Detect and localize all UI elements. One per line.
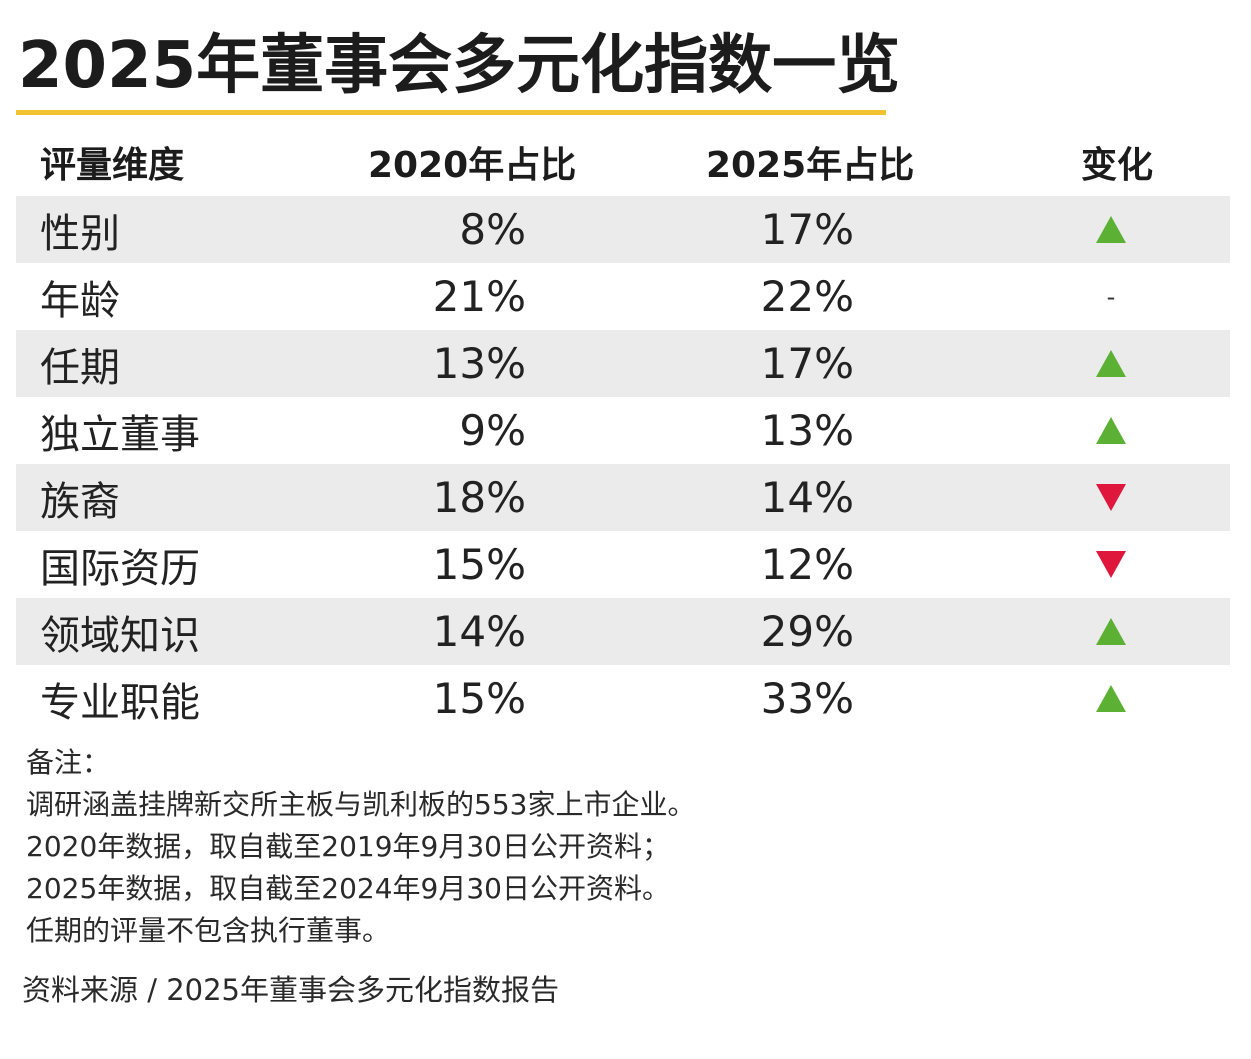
row-value-2025: 17%	[760, 339, 854, 388]
diversity-table: 评量维度 2020年占比 2025年占比 变化 性别 8% 17% 年龄 21% 22% -…	[16, 128, 1230, 732]
header-2025: 2025年占比	[706, 145, 915, 186]
row-value-2020: 14%	[432, 607, 526, 656]
table-row: 年龄 21% 22% -	[16, 263, 1230, 330]
row-change	[1056, 330, 1166, 397]
row-value-2020: 9%	[459, 406, 526, 455]
row-value-2020: 18%	[432, 473, 526, 522]
row-value-2025: 13%	[760, 406, 854, 455]
notes-label: 备注：	[26, 746, 111, 779]
row-value-2020: 8%	[459, 205, 526, 254]
row-dimension: 专业职能	[40, 679, 200, 726]
row-value-2025: 17%	[760, 205, 854, 254]
row-value-2020: 13%	[432, 339, 526, 388]
row-value-2025: 29%	[760, 607, 854, 656]
row-change: -	[1056, 263, 1166, 330]
note-line: 调研涵盖挂牌新交所主板与凯利板的553家上市企业。	[26, 788, 696, 821]
triangle-down-icon	[1096, 551, 1126, 578]
table-row: 族裔 18% 14%	[16, 464, 1230, 531]
row-value-2020: 15%	[432, 674, 526, 723]
header-2020: 2020年占比	[368, 145, 577, 186]
row-value-2025: 12%	[760, 540, 854, 589]
triangle-down-icon	[1096, 484, 1126, 511]
triangle-up-icon	[1096, 685, 1126, 712]
notes: 备注： 调研涵盖挂牌新交所主板与凯利板的553家上市企业。 2020年数据，取自…	[26, 742, 695, 952]
header-change: 变化	[1080, 145, 1153, 186]
row-value-2020: 21%	[432, 272, 526, 321]
row-value-2020: 15%	[432, 540, 526, 589]
row-value-2025: 14%	[760, 473, 854, 522]
row-dimension: 任期	[40, 344, 120, 391]
header-dimension: 评量维度	[40, 145, 185, 186]
row-dimension: 性别	[40, 210, 120, 257]
row-value-2025: 22%	[760, 272, 854, 321]
row-dimension: 独立董事	[40, 411, 200, 458]
no-change-dash: -	[1106, 282, 1116, 311]
row-change	[1056, 196, 1166, 263]
table-row: 国际资历 15% 12%	[16, 531, 1230, 598]
table-row: 性别 8% 17%	[16, 196, 1230, 263]
row-change	[1056, 598, 1166, 665]
source-credit: 资料来源 / 2025年董事会多元化指数报告	[22, 973, 560, 1007]
row-change	[1056, 665, 1166, 732]
row-change	[1056, 397, 1166, 464]
triangle-up-icon	[1096, 350, 1126, 377]
row-dimension: 领域知识	[40, 612, 200, 659]
note-line: 2020年数据，取自截至2019年9月30日公开资料；	[26, 830, 670, 863]
table-row: 任期 13% 17%	[16, 330, 1230, 397]
table-body: 性别 8% 17% 年龄 21% 22% - 任期 13% 17% 独立董事 9% 13% 族裔 18% 14…	[16, 196, 1230, 732]
table-header: 评量维度 2020年占比 2025年占比 变化	[16, 128, 1230, 196]
table-row: 领域知识 14% 29%	[16, 598, 1230, 665]
note-line: 2025年数据，取自截至2024年9月30日公开资料。	[26, 872, 670, 905]
page-title: 2025年董事会多元化指数一览	[18, 29, 901, 103]
row-dimension: 年龄	[40, 277, 120, 324]
triangle-up-icon	[1096, 216, 1126, 243]
row-change	[1056, 531, 1166, 598]
table-row: 独立董事 9% 13%	[16, 397, 1230, 464]
row-dimension: 族裔	[40, 478, 120, 525]
table-row: 专业职能 15% 33%	[16, 665, 1230, 732]
row-dimension: 国际资历	[40, 545, 200, 592]
title-underline	[16, 110, 886, 115]
triangle-up-icon	[1096, 417, 1126, 444]
row-change	[1056, 464, 1166, 531]
note-line: 任期的评量不包含执行董事。	[26, 914, 391, 947]
row-value-2025: 33%	[760, 674, 854, 723]
triangle-up-icon	[1096, 618, 1126, 645]
